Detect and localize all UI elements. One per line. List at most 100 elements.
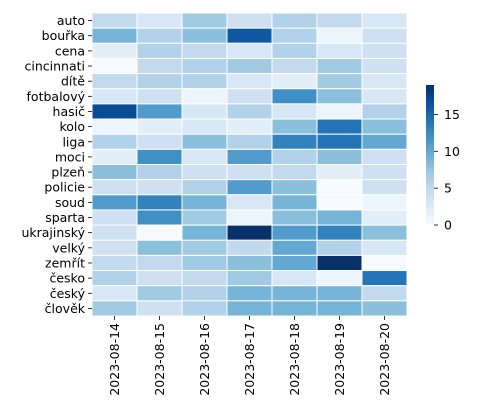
- heatmap-cell: [316, 42, 363, 59]
- heatmap-cell: [361, 285, 408, 302]
- heatmap-cell: [361, 103, 408, 120]
- y-tick-label: hasič: [53, 104, 86, 119]
- heatmap-cell: [361, 239, 408, 256]
- heatmap-cell: [316, 209, 363, 226]
- y-tick-label: plzeň: [51, 165, 85, 180]
- y-tick-label: liga: [62, 134, 85, 149]
- y-tick-label: policie: [44, 180, 85, 195]
- heatmap-cell: [226, 239, 273, 256]
- heatmap-cell: [91, 118, 138, 135]
- heatmap-cell: [316, 239, 363, 256]
- y-tick-label: cincinnati: [25, 59, 86, 74]
- heatmap-cell: [316, 148, 363, 166]
- heatmap-cell: [316, 88, 363, 105]
- colorbar-tick-label: 0: [444, 218, 452, 233]
- heatmap-cell: [181, 148, 228, 166]
- heatmap-cell: [181, 194, 228, 211]
- heatmap-cell: [181, 209, 228, 226]
- heatmap-cell: [271, 164, 318, 181]
- heatmap-cell: [271, 73, 318, 90]
- heatmap-cell: [361, 300, 408, 317]
- x-tick-label: 2023-08-19: [332, 323, 347, 396]
- heatmap-cell: [181, 133, 228, 150]
- heatmap-cell: [271, 270, 318, 287]
- heatmap-cell: [316, 179, 363, 196]
- heatmap-cell: [91, 133, 138, 150]
- colorbar: 0 5 10 15: [426, 85, 460, 233]
- heatmap-cell: [226, 12, 273, 29]
- heatmap-cell: [316, 118, 363, 135]
- heatmap-cell: [136, 133, 183, 150]
- heatmap-cell: [181, 103, 228, 120]
- heatmap-cell: [361, 57, 408, 75]
- heatmap-cell: [136, 103, 183, 120]
- heatmap-cell: [136, 42, 183, 59]
- heatmap-cell: [91, 270, 138, 287]
- heatmap-cell: [316, 254, 363, 272]
- heatmap-cell: [271, 148, 318, 166]
- heatmap-cell: [181, 285, 228, 302]
- heatmap-cell: [91, 103, 138, 120]
- heatmap-cell: [136, 254, 183, 272]
- heatmap-cell: [136, 73, 183, 90]
- heatmap-cell: [361, 118, 408, 135]
- y-tick-label: český: [50, 286, 86, 301]
- heatmap-cell: [226, 179, 273, 196]
- heatmap-cell: [226, 254, 273, 272]
- heatmap-cell: [316, 57, 363, 75]
- heatmap-cell: [91, 57, 138, 75]
- heatmap-cell: [271, 179, 318, 196]
- heatmap-cell: [91, 239, 138, 256]
- heatmap-cell: [91, 42, 138, 59]
- heatmap-cell: [91, 179, 138, 196]
- heatmap-cell: [181, 88, 228, 105]
- heatmap-cell: [271, 285, 318, 302]
- heatmap-cell: [136, 285, 183, 302]
- heatmap-cell: [361, 224, 408, 241]
- y-tick-label: zemřít: [45, 255, 85, 270]
- heatmap-cell: [271, 239, 318, 256]
- heatmap-cell: [226, 164, 273, 181]
- heatmap-cell: [316, 194, 363, 211]
- heatmap-cell: [316, 285, 363, 302]
- heatmap-cell: [271, 224, 318, 241]
- heatmap-cell: [181, 179, 228, 196]
- heatmap-cell: [91, 209, 138, 226]
- heatmap-cell: [361, 209, 408, 226]
- y-tick-label: cena: [55, 43, 85, 58]
- y-tick-labels: autobouřkacenacincinnatidítěfotbalovýhas…: [21, 13, 92, 316]
- heatmap-cell: [271, 88, 318, 105]
- heatmap-cell: [316, 133, 363, 150]
- heatmap-cell: [181, 224, 228, 241]
- y-tick-label: moci: [55, 149, 85, 164]
- heatmap-cell: [226, 148, 273, 166]
- y-tick-label: česko: [49, 271, 85, 286]
- heatmap-cell: [91, 12, 138, 29]
- heatmap-cell: [226, 285, 273, 302]
- heatmap-cell: [226, 194, 273, 211]
- heatmap-cell: [316, 300, 363, 317]
- heatmap-cell: [91, 285, 138, 302]
- y-tick-label: sparta: [45, 210, 85, 225]
- heatmap-cell: [271, 57, 318, 75]
- heatmap-cell: [316, 27, 363, 44]
- heatmap-cell: [361, 179, 408, 196]
- heatmap-cell: [316, 270, 363, 287]
- y-tick-label: velký: [52, 240, 85, 255]
- heatmap-cell: [361, 164, 408, 181]
- heatmap-cell: [91, 148, 138, 166]
- heatmap-cell: [361, 194, 408, 211]
- colorbar-tick-label: 5: [444, 181, 452, 196]
- heatmap-cell: [181, 270, 228, 287]
- heatmap-cell: [361, 148, 408, 166]
- heatmap-cell: [181, 164, 228, 181]
- heatmap-cell: [271, 194, 318, 211]
- heatmap-cell: [136, 270, 183, 287]
- x-tick-label: 2023-08-15: [152, 323, 167, 396]
- heatmap-cell: [361, 42, 408, 59]
- heatmap-cell: [181, 254, 228, 272]
- heatmap-cell: [271, 209, 318, 226]
- colorbar-tick-label: 10: [444, 144, 460, 159]
- heatmap-cell: [181, 42, 228, 59]
- heatmap-cell: [136, 164, 183, 181]
